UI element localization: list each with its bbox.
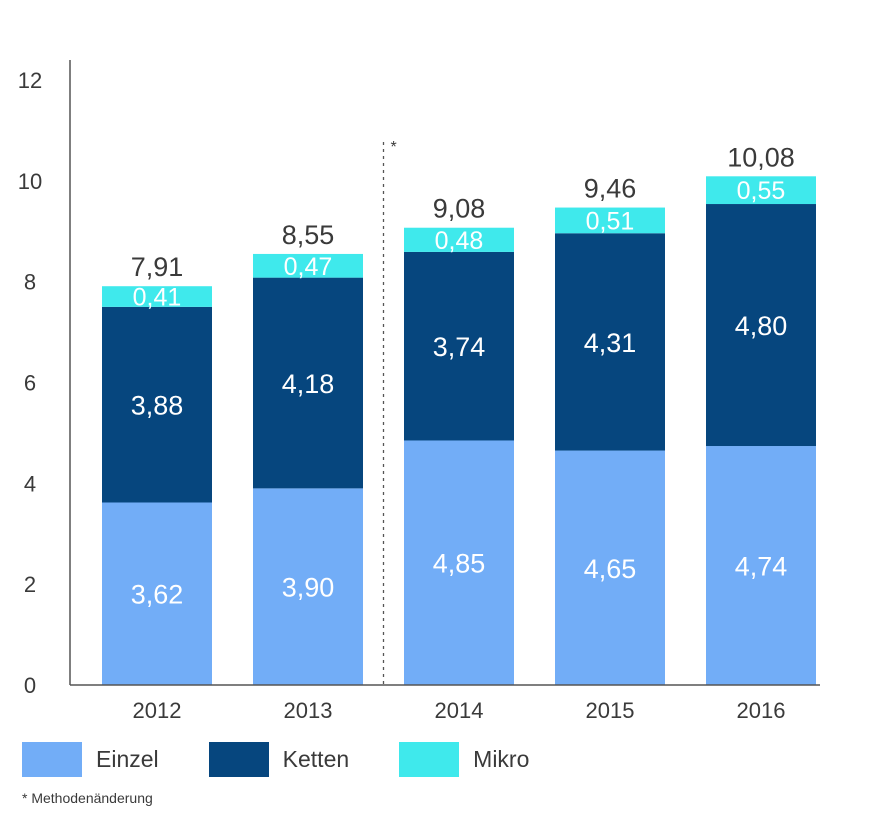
data-label-ketten-2014: 3,74	[433, 332, 486, 362]
y-tick-label: 2	[24, 572, 36, 597]
data-label-ketten-2016: 4,80	[735, 311, 788, 341]
legend-swatch-einzel	[22, 742, 82, 777]
x-tick-label: 2015	[586, 698, 635, 723]
bar-einzel-2015	[555, 450, 665, 685]
bar-mikro-2013	[253, 253, 363, 278]
legend-item-einzel: Einzel	[22, 742, 159, 777]
data-label-mikro-2016: 0,55	[737, 177, 786, 205]
bar-ketten-2012	[102, 306, 212, 503]
stacked-bar-chart: 0 2 4 6 8 10 12 3,62 3,88 0,417,91 3,90 4,18 0,47 8,…	[18, 60, 820, 723]
legend-label-einzel: Einzel	[96, 746, 159, 772]
bar-mikro-2015	[555, 207, 665, 234]
x-tick-label: 2012	[133, 698, 182, 723]
y-tick-label: 8	[24, 270, 36, 295]
data-label-mikro-2013: 0,47	[284, 253, 333, 281]
legend-swatch-mikro	[399, 742, 460, 777]
data-label-ketten-2012: 3,88	[131, 391, 184, 421]
data-label-einzel-2016: 4,74	[735, 552, 788, 582]
legend-swatch-ketten	[208, 742, 269, 777]
total-label-2014: 9,08	[433, 194, 486, 224]
legend-label-mikro: Mikro	[473, 746, 530, 772]
data-label-einzel-2014: 4,85	[433, 549, 486, 579]
data-label-einzel-2012: 3,62	[131, 580, 184, 610]
bar-mikro-2012	[102, 286, 212, 307]
legend-item-ketten: Ketten	[208, 742, 350, 777]
bar-einzel-2013	[253, 488, 363, 685]
data-label-ketten-2015: 4,31	[584, 328, 637, 358]
x-tick-label: 2016	[737, 698, 786, 723]
y-tick-label: 0	[24, 673, 36, 698]
data-label-mikro-2012: 0,41	[133, 284, 182, 312]
legend: Einzel Ketten Mikro	[22, 742, 579, 777]
total-label-2016: 10,08	[727, 142, 795, 172]
bar-mikro-2014	[404, 227, 514, 252]
bar-einzel-2016	[706, 446, 816, 685]
method-change-mark: *	[391, 139, 397, 156]
bar-einzel-2012	[102, 502, 212, 685]
x-tick-label: 2013	[284, 698, 333, 723]
y-tick-label: 10	[18, 169, 42, 194]
total-label-2013: 8,55	[282, 220, 335, 250]
data-label-einzel-2013: 3,90	[282, 573, 335, 603]
data-label-mikro-2014: 0,48	[435, 227, 484, 255]
legend-item-mikro: Mikro	[399, 742, 529, 777]
bars: 3,62 3,88 0,417,91 3,90 4,18 0,47 8,55 4,85 3,74…	[102, 139, 816, 685]
y-tick-label: 6	[24, 371, 36, 396]
y-tick-label: 4	[24, 471, 36, 496]
data-label-einzel-2015: 4,65	[584, 554, 637, 584]
bar-ketten-2016	[706, 204, 816, 447]
data-label-ketten-2013: 4,18	[282, 369, 335, 399]
total-label-2012: 7,91	[131, 252, 184, 282]
total-label-2015: 9,46	[584, 174, 637, 204]
x-axis: 2012 2013 2014 2015 2016	[70, 684, 820, 723]
footnote: * Methodenänderung	[22, 790, 153, 806]
bar-mikro-2016	[706, 176, 816, 205]
y-axis: 0 2 4 6 8 10 12	[18, 60, 71, 698]
x-tick-label: 2014	[435, 698, 484, 723]
y-tick-label: 12	[18, 68, 42, 93]
bar-einzel-2014	[404, 440, 514, 685]
legend-label-ketten: Ketten	[282, 746, 350, 772]
bar-ketten-2015	[555, 233, 665, 451]
bar-ketten-2013	[253, 277, 363, 489]
bar-ketten-2014	[404, 251, 514, 441]
data-label-mikro-2015: 0,51	[586, 207, 635, 235]
